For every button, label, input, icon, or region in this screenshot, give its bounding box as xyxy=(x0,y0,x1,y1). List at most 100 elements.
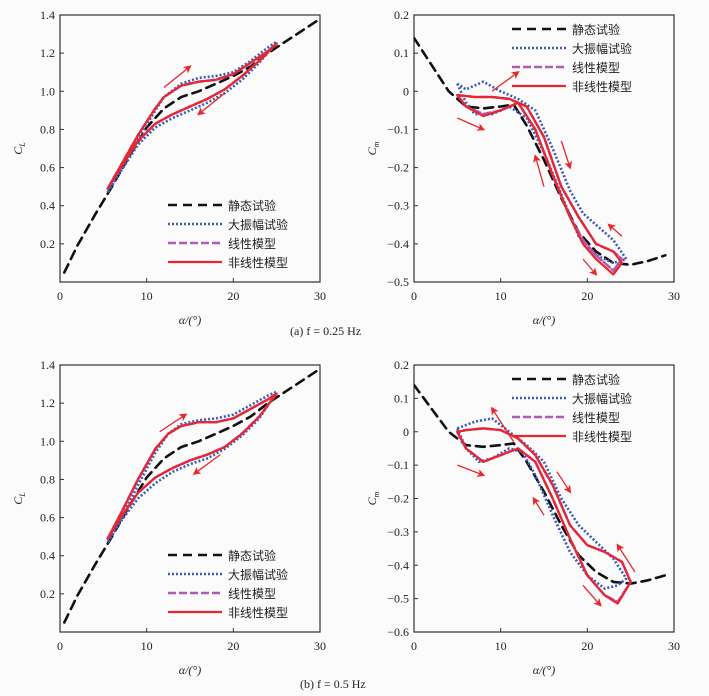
legend-label: 非线性模型 xyxy=(572,430,632,444)
y-tick-label: 0.4 xyxy=(40,549,55,563)
y-tick-label: −0.5 xyxy=(387,592,409,606)
legend-label: 线性模型 xyxy=(228,237,276,251)
y-tick-label: 1.4 xyxy=(40,358,55,372)
panel-a-cl: 0 10 20 30 0.2 0.4 0.6 0.8 1.0 1.2 1.4 α/(°) CL 静态试验大… xyxy=(11,8,326,327)
legend-label: 静态试验 xyxy=(572,372,620,387)
direction-arrow xyxy=(457,464,486,477)
x-tick-label: 20 xyxy=(581,289,593,303)
series-nonlinear xyxy=(456,94,624,276)
direction-arrow xyxy=(607,223,623,237)
y-tick-label: −0.4 xyxy=(387,558,409,572)
y-tick-label: −0.1 xyxy=(387,458,409,472)
legend-label: 大振幅试验 xyxy=(228,567,288,582)
y-axis-label: Cm xyxy=(365,141,381,155)
y-tick-label: −0.3 xyxy=(387,199,409,213)
x-tick-label: 20 xyxy=(227,639,239,653)
panel-a-cm: 0 10 20 30 −0.5 −0.4 −0.3 −0.2 −0.1 0 0.1 0.2 α/(°) C… xyxy=(365,8,680,327)
y-tick-label: −0.1 xyxy=(387,122,409,136)
y-tick-label: 0.4 xyxy=(40,199,55,213)
legend-label: 非线性模型 xyxy=(572,80,632,94)
series-experiment xyxy=(106,390,278,544)
y-tick-label: 1.2 xyxy=(40,46,55,60)
x-tick-label: 10 xyxy=(495,639,507,653)
y-tick-label: −0.5 xyxy=(387,275,409,289)
x-tick-label: 20 xyxy=(227,289,239,303)
series-static xyxy=(414,36,667,267)
series-static xyxy=(414,383,667,585)
x-tick-label: 30 xyxy=(314,639,326,653)
direction-arrow xyxy=(616,543,636,573)
y-tick-label: 0.6 xyxy=(40,511,55,525)
x-tick-label: 30 xyxy=(668,639,680,653)
x-tick-label: 30 xyxy=(668,289,680,303)
legend-label: 大振幅试验 xyxy=(228,217,288,232)
series-static xyxy=(63,367,320,624)
panel-b-cl: 0 10 20 30 0.2 0.4 0.6 0.8 1.0 1.2 1.4 α/(°) CL 静态试验大… xyxy=(11,358,326,677)
x-tick-label: 20 xyxy=(581,639,593,653)
direction-arrow xyxy=(582,584,602,607)
legend-label: 非线性模型 xyxy=(228,606,288,620)
direction-arrow xyxy=(457,117,486,131)
plot-frame xyxy=(59,364,321,633)
direction-arrow xyxy=(532,496,545,516)
y-tick-label: 1.2 xyxy=(40,396,55,410)
legend-label: 大振幅试验 xyxy=(572,41,632,56)
x-tick-label: 10 xyxy=(495,289,507,303)
y-tick-label: −0.6 xyxy=(387,625,409,639)
plot-frame xyxy=(59,14,321,283)
x-tick-label: 0 xyxy=(411,639,417,653)
y-tick-label: −0.2 xyxy=(387,161,409,175)
y-tick-label: 1.0 xyxy=(40,434,55,448)
direction-arrow xyxy=(490,406,515,443)
caption-a: (a) f = 0.25 Hz xyxy=(290,324,361,338)
series-nonlinear xyxy=(106,392,278,540)
legend-label: 大振幅试验 xyxy=(572,391,632,406)
legend-label: 非线性模型 xyxy=(228,256,288,270)
y-tick-label: 0 xyxy=(403,425,409,439)
x-tick-label: 0 xyxy=(57,289,63,303)
direction-arrow xyxy=(197,92,226,116)
series-nonlinear xyxy=(106,42,278,190)
series-experiment xyxy=(456,80,628,265)
legend-label: 静态试验 xyxy=(228,198,276,213)
legend-label: 静态试验 xyxy=(572,22,620,37)
y-tick-label: 0.1 xyxy=(394,46,409,60)
plot-frame xyxy=(413,364,675,633)
direction-arrow xyxy=(192,454,221,475)
y-tick-label: 0.2 xyxy=(394,358,409,372)
y-tick-label: 0.6 xyxy=(40,161,55,175)
caption-b: (b) f = 0.5 Hz xyxy=(300,677,366,691)
y-tick-label: 0.8 xyxy=(40,122,55,136)
legend-label: 静态试验 xyxy=(228,548,276,563)
y-tick-label: 0.1 xyxy=(394,391,409,405)
x-tick-label: 10 xyxy=(141,639,153,653)
direction-arrow xyxy=(159,413,188,433)
legend-label: 线性模型 xyxy=(572,61,620,75)
direction-arrow xyxy=(582,258,598,276)
x-tick-label: 30 xyxy=(314,289,326,303)
x-axis-label: α/(°) xyxy=(179,663,201,677)
x-axis-label: α/(°) xyxy=(533,663,555,677)
plot-frame xyxy=(413,14,675,283)
y-tick-label: 0.2 xyxy=(40,587,55,601)
x-axis-label: α/(°) xyxy=(179,313,201,327)
direction-arrow xyxy=(533,154,545,187)
series-static xyxy=(63,17,320,274)
y-tick-label: 1.0 xyxy=(40,84,55,98)
x-tick-label: 0 xyxy=(57,639,63,653)
legend-label: 线性模型 xyxy=(572,411,620,425)
direction-arrow xyxy=(560,140,572,170)
series-experiment xyxy=(106,40,278,194)
y-axis-label: Cm xyxy=(365,491,381,505)
y-tick-label: 1.4 xyxy=(40,8,55,22)
legend-label: 线性模型 xyxy=(228,587,276,601)
y-tick-label: −0.2 xyxy=(387,492,409,506)
x-tick-label: 0 xyxy=(411,289,417,303)
y-tick-label: 0 xyxy=(403,84,409,98)
direction-arrow xyxy=(556,471,572,494)
direction-arrow xyxy=(491,71,520,92)
y-tick-label: 0.8 xyxy=(40,472,55,486)
